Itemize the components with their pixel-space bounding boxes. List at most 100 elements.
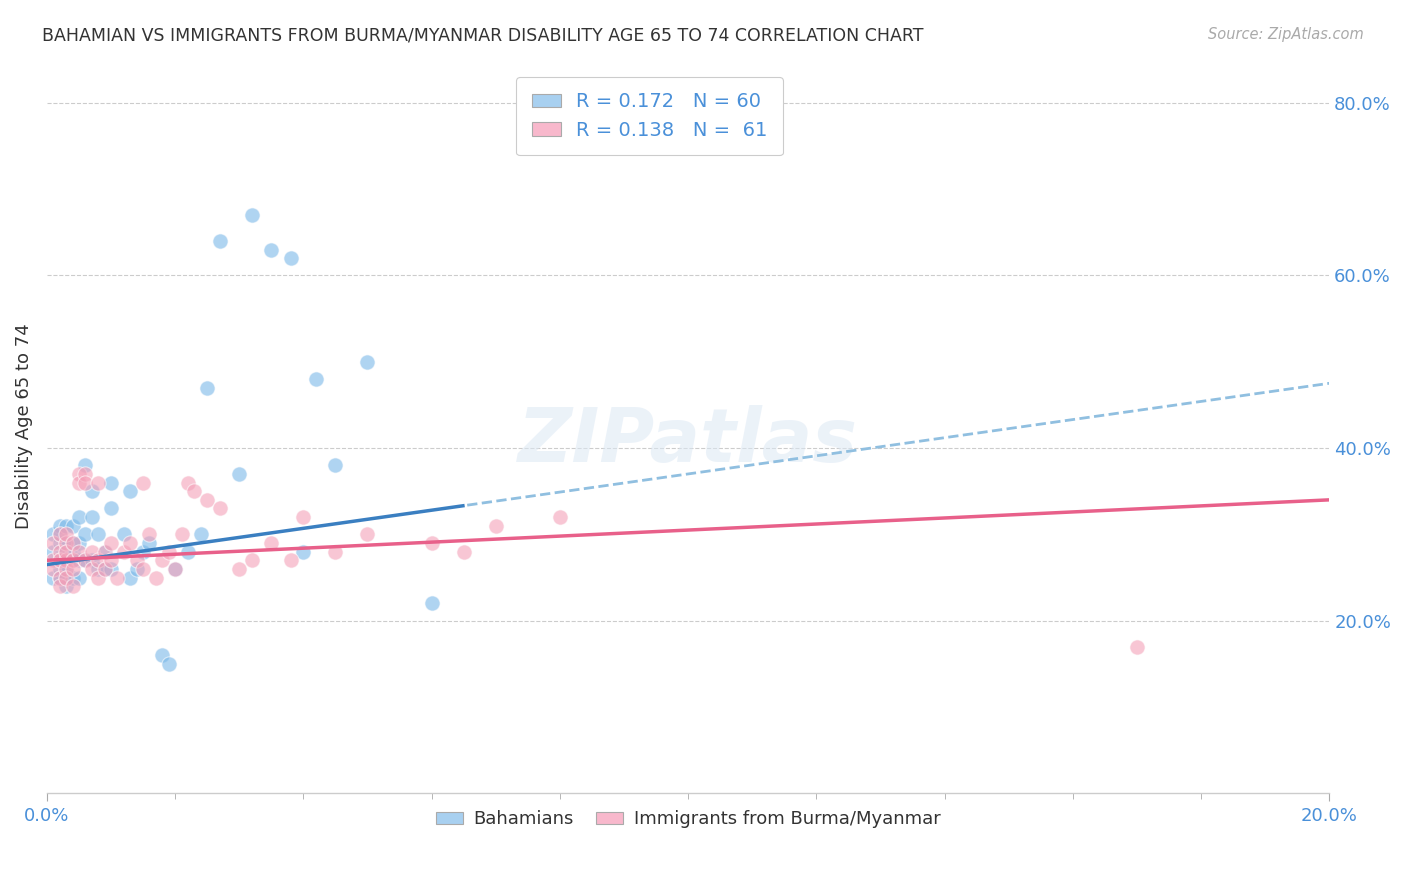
Point: [55, 527, 77, 541]
Point: [177, 475, 200, 490]
Point: [67, 570, 90, 584]
Point: [240, 208, 263, 222]
Point: [157, 544, 180, 558]
Point: [145, 570, 167, 584]
Point: [67, 536, 90, 550]
Point: [80, 510, 103, 524]
Point: [75, 458, 97, 473]
Point: [165, 562, 187, 576]
Point: [48, 527, 70, 541]
Point: [48, 562, 70, 576]
Point: [62, 579, 84, 593]
Point: [67, 553, 90, 567]
Point: [420, 536, 443, 550]
Point: [62, 553, 84, 567]
Point: [42, 536, 65, 550]
Point: [48, 570, 70, 584]
Point: [120, 536, 142, 550]
Point: [87, 527, 110, 541]
Point: [453, 544, 475, 558]
Point: [228, 562, 250, 576]
Point: [120, 484, 142, 499]
Point: [93, 562, 115, 576]
Point: [548, 510, 571, 524]
Point: [280, 553, 302, 567]
Point: [55, 570, 77, 584]
Point: [48, 553, 70, 567]
Point: [62, 536, 84, 550]
Point: [93, 544, 115, 558]
Point: [305, 372, 328, 386]
Point: [55, 570, 77, 584]
Point: [150, 553, 173, 567]
Point: [87, 570, 110, 584]
Text: ZIPatlas: ZIPatlas: [517, 405, 858, 477]
Point: [80, 553, 103, 567]
Point: [93, 562, 115, 576]
Point: [100, 553, 122, 567]
Point: [485, 518, 508, 533]
Text: BAHAMIAN VS IMMIGRANTS FROM BURMA/MYANMAR DISABILITY AGE 65 TO 74 CORRELATION CH: BAHAMIAN VS IMMIGRANTS FROM BURMA/MYANMA…: [42, 27, 924, 45]
Point: [260, 536, 283, 550]
Point: [87, 553, 110, 567]
Point: [228, 467, 250, 481]
Point: [75, 553, 97, 567]
Y-axis label: Disability Age 65 to 74: Disability Age 65 to 74: [15, 324, 32, 529]
Point: [48, 536, 70, 550]
Point: [75, 553, 97, 567]
Point: [80, 544, 103, 558]
Point: [120, 570, 142, 584]
Point: [80, 484, 103, 499]
Point: [138, 527, 160, 541]
Point: [112, 527, 135, 541]
Point: [75, 475, 97, 490]
Point: [87, 475, 110, 490]
Point: [67, 510, 90, 524]
Point: [292, 544, 315, 558]
Point: [55, 544, 77, 558]
Point: [55, 544, 77, 558]
Point: [195, 381, 218, 395]
Point: [132, 475, 155, 490]
Point: [55, 536, 77, 550]
Point: [55, 536, 77, 550]
Point: [260, 243, 283, 257]
Point: [42, 570, 65, 584]
Point: [100, 562, 122, 576]
Point: [125, 553, 148, 567]
Point: [150, 648, 173, 663]
Point: [132, 562, 155, 576]
Point: [1126, 640, 1149, 654]
Point: [356, 527, 378, 541]
Point: [62, 518, 84, 533]
Point: [67, 544, 90, 558]
Point: [138, 536, 160, 550]
Point: [240, 553, 263, 567]
Point: [67, 475, 90, 490]
Point: [42, 553, 65, 567]
Point: [280, 251, 302, 265]
Point: [325, 544, 347, 558]
Point: [62, 562, 84, 576]
Point: [420, 596, 443, 610]
Point: [48, 544, 70, 558]
Point: [177, 544, 200, 558]
Point: [42, 527, 65, 541]
Point: [55, 553, 77, 567]
Point: [75, 527, 97, 541]
Point: [67, 467, 90, 481]
Point: [100, 501, 122, 516]
Point: [62, 570, 84, 584]
Point: [55, 579, 77, 593]
Point: [48, 527, 70, 541]
Point: [125, 562, 148, 576]
Point: [100, 475, 122, 490]
Point: [93, 544, 115, 558]
Point: [183, 484, 205, 499]
Point: [356, 355, 378, 369]
Point: [55, 562, 77, 576]
Point: [87, 562, 110, 576]
Point: [165, 562, 187, 576]
Point: [75, 467, 97, 481]
Point: [42, 562, 65, 576]
